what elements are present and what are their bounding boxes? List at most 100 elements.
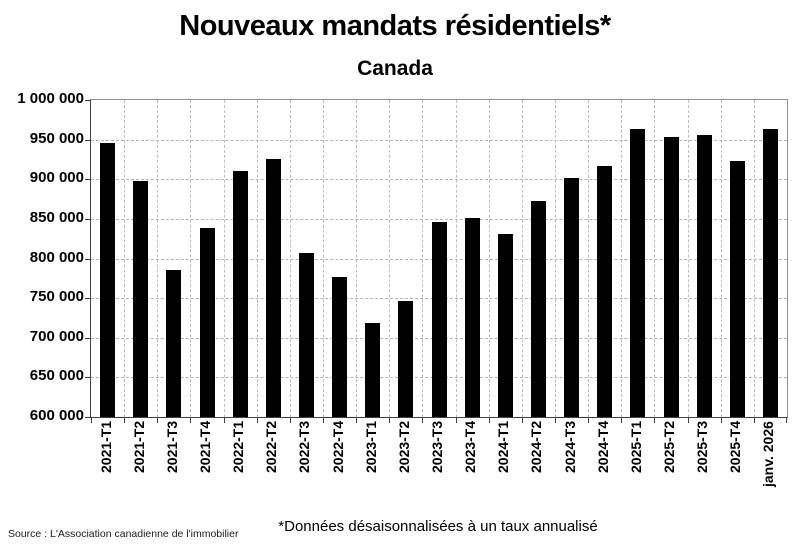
x-gridline [621,100,623,417]
x-axis-tick [422,418,424,423]
x-axis-tick [588,418,590,423]
x-gridline [654,100,656,417]
bar [332,276,348,417]
x-axis-tick [521,418,523,423]
bar [265,159,281,417]
x-axis-tick [455,418,457,423]
x-tick-label: 2021-T2 [130,421,147,474]
bar [298,252,314,417]
x-gridline [389,100,391,417]
bar [530,201,546,417]
y-axis-tick [85,377,90,379]
x-tick-label: 2022-T2 [263,421,280,474]
x-axis-tick [654,418,656,423]
bar [199,228,215,417]
bar [232,170,248,417]
x-tick-label: janv. 2026 [760,421,777,487]
x-gridline [356,100,358,417]
y-tick-label: 650 000 [29,367,84,385]
x-gridline [256,100,258,417]
y-gridline [91,179,787,181]
x-axis-tick [323,418,324,423]
y-tick-label: 950 000 [29,129,84,147]
x-gridline [687,100,689,417]
x-tick-label: 2021-T1 [97,421,114,474]
bar [100,142,116,417]
x-gridline [289,100,291,417]
x-tick-label: 2023-T3 [429,421,445,474]
x-tick-label: 2025-T4 [727,421,744,474]
x-tick-label: 2024-T4 [594,421,611,474]
x-axis-tick [256,418,258,423]
y-axis-tick [85,218,90,220]
x-gridline [488,100,490,417]
footnote: *Données désaisonnalisées à un taux annu… [278,518,598,535]
y-axis-tick [85,417,90,418]
y-axis-tick [85,179,90,181]
x-tick-label: 2023-T1 [362,421,379,474]
x-tick-label: 2021-T4 [197,421,213,474]
y-tick-label: 600 000 [29,407,84,424]
x-axis-tick [157,418,159,423]
y-tick-label: 850 000 [29,208,84,226]
y-axis-tick [85,100,90,101]
x-axis-tick [753,418,755,423]
x-gridline [588,100,590,417]
y-tick-label: 1 000 000 [17,90,84,107]
bar [133,180,149,417]
x-axis-tick [687,418,689,423]
x-gridline [422,100,424,417]
x-axis-tick [223,418,225,423]
bar [464,218,480,417]
x-axis-tick [488,418,490,423]
bar [398,301,414,417]
x-gridline [455,100,457,417]
y-tick-label: 750 000 [29,288,84,306]
x-tick-label: 2022-T3 [296,421,313,474]
bar [597,165,613,417]
bar [497,233,513,417]
x-gridline [555,100,556,417]
x-axis-tick [555,418,556,423]
bar [564,177,580,417]
x-gridline [753,100,755,417]
bar [630,129,646,417]
bar [696,134,712,417]
x-axis-tick [289,418,291,423]
source-note: Source : L'Association canadienne de l'i… [8,528,239,540]
x-gridline [190,100,192,417]
y-axis-tick [85,258,90,260]
bar [729,161,745,417]
y-axis-tick [85,337,90,339]
bar [166,269,182,417]
x-tick-label: 2023-T4 [462,421,479,474]
x-axis-tick [124,418,126,423]
x-gridline [124,100,126,417]
x-tick-label: 2025-T2 [661,421,677,474]
x-axis-tick [190,418,192,423]
x-axis-tick [786,418,787,423]
x-axis-tick [621,418,623,423]
plot-area [85,99,788,423]
y-axis-tick [85,298,90,300]
y-tick-label: 900 000 [29,169,84,187]
y-tick-label: 700 000 [29,327,84,345]
x-tick-label: 2024-T2 [528,421,545,474]
x-tick-label: 2025-T3 [694,421,711,474]
chart-subtitle: Canada [357,57,433,80]
x-gridline [323,100,324,417]
x-tick-label: 2022-T1 [230,421,247,474]
bar [431,222,447,417]
y-tick-label: 800 000 [29,248,84,266]
x-axis-tick [389,418,391,423]
y-axis-tick [85,139,90,141]
x-gridline [223,100,225,417]
x-axis-tick [720,418,722,423]
x-tick-label: 2021-T3 [163,421,180,474]
bar [663,137,679,417]
x-axis-tick [356,418,358,423]
x-tick-label: 2023-T2 [395,421,412,474]
x-gridline [720,100,722,417]
chart-title: Nouveaux mandats résidentiels* [179,10,611,42]
